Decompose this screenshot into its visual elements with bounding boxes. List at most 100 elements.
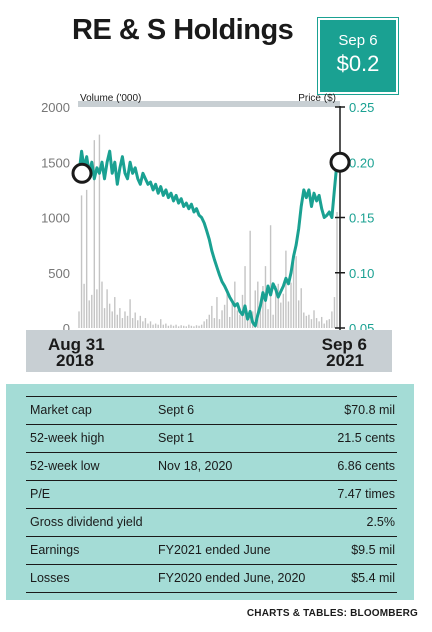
start-price-marker (71, 162, 93, 184)
volume-bar (134, 312, 136, 328)
volume-bar (244, 266, 246, 328)
volume-bar (254, 290, 256, 328)
volume-bar (103, 308, 106, 328)
row-detail: FY2020 ended June, 2020 (158, 571, 306, 585)
volume-bar (218, 319, 221, 328)
volume-bar (305, 315, 308, 328)
volume-bar (315, 318, 318, 328)
volume-bar (297, 300, 300, 328)
stats-panel: Market cap Sept 6 $70.8 mil 52-week high Sep… (6, 384, 414, 600)
row-detail: FY2021 ended June (158, 543, 271, 557)
volume-tick-label: 2000 (41, 100, 70, 115)
volume-bar (282, 293, 285, 328)
volume-bar (195, 325, 198, 328)
volume-bar (154, 323, 157, 328)
volume-bar (144, 318, 147, 328)
volume-bar (160, 319, 162, 328)
volume-bar (211, 305, 213, 328)
volume-bar (126, 315, 129, 328)
table-row: Earnings FY2021 ended June $9.5 mil (26, 537, 397, 565)
volume-bar (326, 320, 328, 328)
volume-bar (142, 321, 144, 328)
volume-bar (292, 261, 295, 328)
volume-bar (139, 315, 142, 328)
volume-bar (190, 325, 193, 328)
volume-bar (274, 286, 277, 328)
volume-bar (175, 324, 177, 328)
x-end-year: 2021 (326, 351, 364, 370)
table-row: Gross dividend yield 2.5% (26, 509, 397, 537)
volume-bar (93, 140, 96, 328)
table-row: Losses FY2020 ended June, 2020 $5.4 mil (26, 565, 397, 593)
volume-bar (165, 323, 167, 328)
volume-tick-label: 1500 (41, 155, 70, 170)
table-row: P/E 7.47 times (26, 481, 397, 509)
volume-bar (162, 324, 164, 328)
volume-bar (331, 311, 333, 328)
volume-bar (239, 314, 241, 328)
source-note: CHARTS & TABLES: BLOOMBERG (246, 608, 418, 619)
row-label: Market cap (30, 403, 92, 417)
row-label: Earnings (30, 543, 80, 557)
row-value: 7.47 times (337, 487, 395, 501)
row-value: 6.86 cents (337, 459, 395, 473)
badge-value: $0.2 (336, 51, 380, 76)
volume-bar (80, 195, 83, 328)
volume-bar (185, 326, 187, 328)
volume-bar (131, 318, 134, 328)
volume-bar (167, 325, 170, 328)
volume-bar (213, 318, 216, 328)
volume-axis-label: Volume ('000) (80, 93, 141, 104)
table-row: 52-week low Nov 18, 2020 6.86 cents (26, 453, 397, 481)
row-detail: Sept 1 (158, 431, 195, 445)
volume-bar (91, 294, 93, 328)
volume-bar (83, 283, 85, 328)
volume-bar (183, 325, 185, 328)
volume-bar (229, 316, 231, 328)
volume-bar (152, 324, 154, 328)
volume-bar (206, 319, 208, 328)
volume-bar (323, 323, 325, 328)
volume-bar (272, 314, 274, 328)
price-tick-label: 0.20 (349, 155, 374, 170)
price-line (77, 149, 339, 328)
volume-bar (198, 325, 200, 328)
price-tick-label: 0.15 (349, 211, 374, 226)
volume-bar (320, 316, 323, 328)
table-row: 52-week high Sept 1 21.5 cents (26, 425, 397, 453)
row-label: 52-week high (30, 431, 105, 445)
volume-bar (333, 297, 336, 328)
volume-bar (170, 324, 172, 328)
volume-bar (106, 289, 108, 328)
volume-bar (114, 297, 116, 328)
end-price-marker (329, 151, 351, 173)
stock-chart: Volume ('000) Price ($) 2000 1500 1000 500 0… (26, 93, 392, 372)
volume-bar (221, 310, 223, 328)
volume-bar (308, 314, 310, 328)
row-label: Losses (30, 571, 70, 585)
volume-bar (116, 314, 119, 328)
volume-bar (267, 309, 269, 328)
volume-bar (303, 312, 305, 328)
volume-bar (193, 326, 195, 328)
stats-table: Market cap Sept 6 $70.8 mil 52-week high Sep… (26, 396, 397, 593)
volume-bar (318, 321, 320, 328)
row-detail: Nov 18, 2020 (158, 459, 233, 473)
badge-date: Sep 6 (338, 32, 378, 49)
volume-bar (157, 324, 159, 328)
volume-bar (200, 324, 203, 328)
volume-bar (149, 321, 152, 328)
volume-bar (129, 299, 131, 328)
row-value: $5.4 mil (351, 571, 395, 585)
volume-bar (223, 304, 226, 328)
row-value: $70.8 mil (344, 403, 395, 417)
table-row: Market cap Sept 6 $70.8 mil (26, 396, 397, 425)
row-label: Gross dividend yield (30, 515, 143, 529)
volume-tick-label: 500 (48, 266, 70, 281)
volume-bar (277, 283, 279, 328)
volume-bar (246, 314, 249, 328)
header-band (78, 101, 340, 107)
volume-bar (124, 311, 126, 328)
volume-bar (203, 321, 205, 328)
x-start-day: Aug 31 (48, 335, 105, 354)
